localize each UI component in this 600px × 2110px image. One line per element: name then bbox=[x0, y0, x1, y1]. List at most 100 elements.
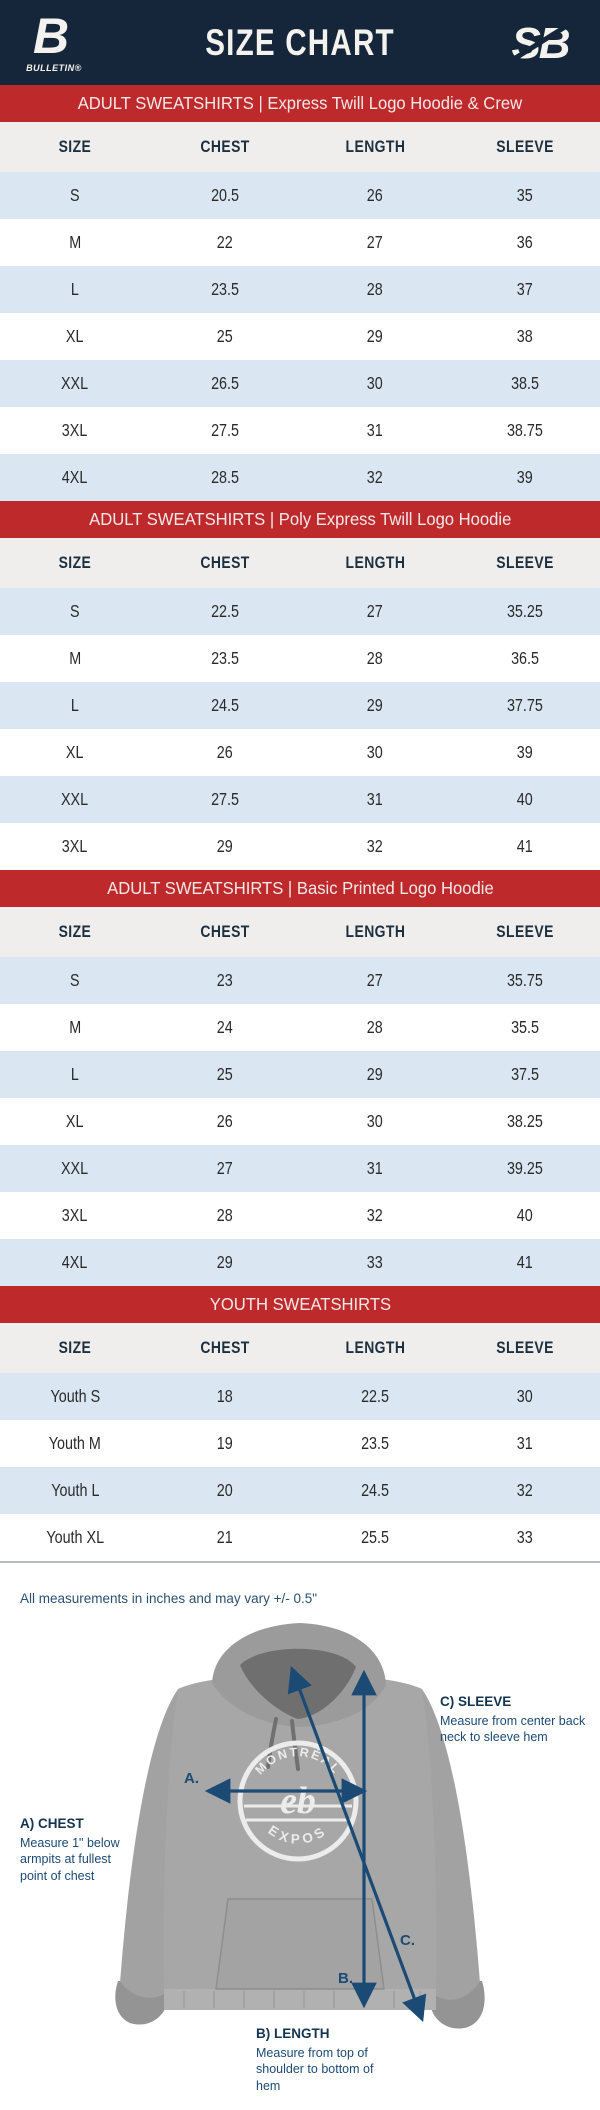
cell-text: XXL bbox=[61, 1158, 89, 1178]
header-cell-text: CHEST bbox=[200, 1338, 250, 1357]
bulletin-wordmark: BULLETIN® bbox=[26, 63, 82, 73]
hoodie-graphic: MONTRÉAL EXPOS eb bbox=[115, 1623, 485, 2029]
cell-text: XL bbox=[66, 326, 84, 346]
cell-text: 38.5 bbox=[511, 373, 539, 393]
page-title: SIZE CHART bbox=[205, 21, 395, 63]
value-cell: 32 bbox=[300, 836, 450, 857]
value-cell: 39.25 bbox=[450, 1158, 600, 1179]
cell-text: 25.5 bbox=[361, 1527, 389, 1547]
cell-text: 29 bbox=[367, 1064, 383, 1084]
value-cell: 30 bbox=[300, 1111, 450, 1132]
table-row: XL 26 30 39 bbox=[0, 729, 600, 776]
size-cell: Youth XL bbox=[0, 1527, 150, 1548]
cell-text: 35.25 bbox=[507, 601, 543, 621]
value-cell: 22.5 bbox=[150, 601, 300, 622]
cell-text: 23.5 bbox=[211, 648, 239, 668]
value-cell: 26 bbox=[150, 742, 300, 763]
header-cell-text: LENGTH bbox=[345, 553, 405, 572]
sleeve-label-block: C) SLEEVE Measure from center back neck … bbox=[440, 1693, 592, 1746]
cell-text: 31 bbox=[367, 1158, 383, 1178]
cell-text: 39 bbox=[517, 742, 533, 762]
cell-text: 26 bbox=[217, 1111, 233, 1131]
length-label: B) LENGTH bbox=[256, 2026, 330, 2041]
cell-text: S bbox=[70, 601, 80, 621]
value-cell: 35 bbox=[450, 185, 600, 206]
value-cell: 41 bbox=[450, 836, 600, 857]
value-cell: 27 bbox=[300, 232, 450, 253]
table-banner-text: ADULT SWEATSHIRTS | Poly Express Twill L… bbox=[88, 509, 512, 529]
cell-text: 36 bbox=[517, 232, 533, 252]
value-cell: 21 bbox=[150, 1527, 300, 1548]
table-row: Youth L 20 24.5 32 bbox=[0, 1467, 600, 1514]
table-banner: ADULT SWEATSHIRTS | Express Twill Logo H… bbox=[0, 85, 600, 122]
cell-text: 30 bbox=[367, 1111, 383, 1131]
value-cell: 41 bbox=[450, 1252, 600, 1273]
value-cell: 25 bbox=[150, 1064, 300, 1085]
table-row: Youth M 19 23.5 31 bbox=[0, 1420, 600, 1467]
cell-text: Youth S bbox=[50, 1386, 100, 1406]
size-cell: Youth M bbox=[0, 1433, 150, 1454]
table-row: M 24 28 35.5 bbox=[0, 1004, 600, 1051]
value-cell: 39 bbox=[450, 467, 600, 488]
table-row: XXL 26.5 30 38.5 bbox=[0, 360, 600, 407]
header-cell-text: SLEEVE bbox=[496, 137, 554, 156]
size-table-section: ADULT SWEATSHIRTS | Poly Express Twill L… bbox=[0, 501, 600, 870]
table-row: XXL 27 31 39.25 bbox=[0, 1145, 600, 1192]
cell-text: 22 bbox=[217, 232, 233, 252]
cell-text: 22.5 bbox=[211, 601, 239, 621]
cell-text: 21 bbox=[217, 1527, 233, 1547]
size-table-section: ADULT SWEATSHIRTS | Basic Printed Logo H… bbox=[0, 870, 600, 1286]
cell-text: S bbox=[70, 970, 80, 990]
table-row: XL 25 29 38 bbox=[0, 313, 600, 360]
value-cell: 38 bbox=[450, 326, 600, 347]
cell-text: 25 bbox=[217, 1064, 233, 1084]
cell-text: L bbox=[71, 1064, 79, 1084]
cell-text: 19 bbox=[217, 1433, 233, 1453]
value-cell: 27.5 bbox=[150, 420, 300, 441]
value-cell: 23.5 bbox=[300, 1433, 450, 1454]
value-cell: 26 bbox=[300, 185, 450, 206]
cell-text: 31 bbox=[367, 420, 383, 440]
table-row: XXL 27.5 31 40 bbox=[0, 776, 600, 823]
sb-logo: SB bbox=[494, 12, 586, 74]
table-banner: ADULT SWEATSHIRTS | Poly Express Twill L… bbox=[0, 501, 600, 538]
cell-text: 29 bbox=[367, 326, 383, 346]
value-cell: 32 bbox=[450, 1480, 600, 1501]
cell-text: 27 bbox=[367, 601, 383, 621]
table-row: S 23 27 35.75 bbox=[0, 957, 600, 1004]
value-cell: 27 bbox=[150, 1158, 300, 1179]
value-cell: 24.5 bbox=[300, 1480, 450, 1501]
cell-text: XXL bbox=[61, 789, 89, 809]
value-cell: 30 bbox=[300, 373, 450, 394]
bulletin-mark: B bbox=[33, 8, 69, 64]
cell-text: 23.5 bbox=[211, 279, 239, 299]
header-cell: CHEST bbox=[150, 553, 300, 573]
header-cell-text: SLEEVE bbox=[496, 1338, 554, 1357]
table-row: XL 26 30 38.25 bbox=[0, 1098, 600, 1145]
header-cell: LENGTH bbox=[300, 137, 450, 157]
size-cell: XXL bbox=[0, 789, 150, 810]
value-cell: 20.5 bbox=[150, 185, 300, 206]
value-cell: 27.5 bbox=[150, 789, 300, 810]
header-cell: SIZE bbox=[0, 1338, 150, 1358]
cell-text: 28 bbox=[367, 648, 383, 668]
column-header-row: SIZE CHEST LENGTH SLEEVE bbox=[0, 538, 600, 588]
header-cell: SIZE bbox=[0, 553, 150, 573]
header-cell-text: SIZE bbox=[58, 137, 92, 156]
size-cell: 3XL bbox=[0, 420, 150, 441]
cell-text: 36.5 bbox=[511, 648, 539, 668]
value-cell: 40 bbox=[450, 1205, 600, 1226]
column-header-row: SIZE CHEST LENGTH SLEEVE bbox=[0, 122, 600, 172]
value-cell: 23 bbox=[150, 970, 300, 991]
header-cell: CHEST bbox=[150, 1338, 300, 1358]
cell-text: 30 bbox=[517, 1386, 533, 1406]
cell-text: 29 bbox=[217, 1252, 233, 1272]
cell-text: 28.5 bbox=[211, 467, 239, 487]
value-cell: 35.5 bbox=[450, 1017, 600, 1038]
value-cell: 32 bbox=[300, 467, 450, 488]
cell-text: 27.5 bbox=[211, 420, 239, 440]
value-cell: 31 bbox=[300, 1158, 450, 1179]
size-cell: 3XL bbox=[0, 836, 150, 857]
marker-a: A. bbox=[184, 1770, 199, 1787]
table-banner-text: YOUTH SWEATSHIRTS bbox=[209, 1294, 391, 1314]
